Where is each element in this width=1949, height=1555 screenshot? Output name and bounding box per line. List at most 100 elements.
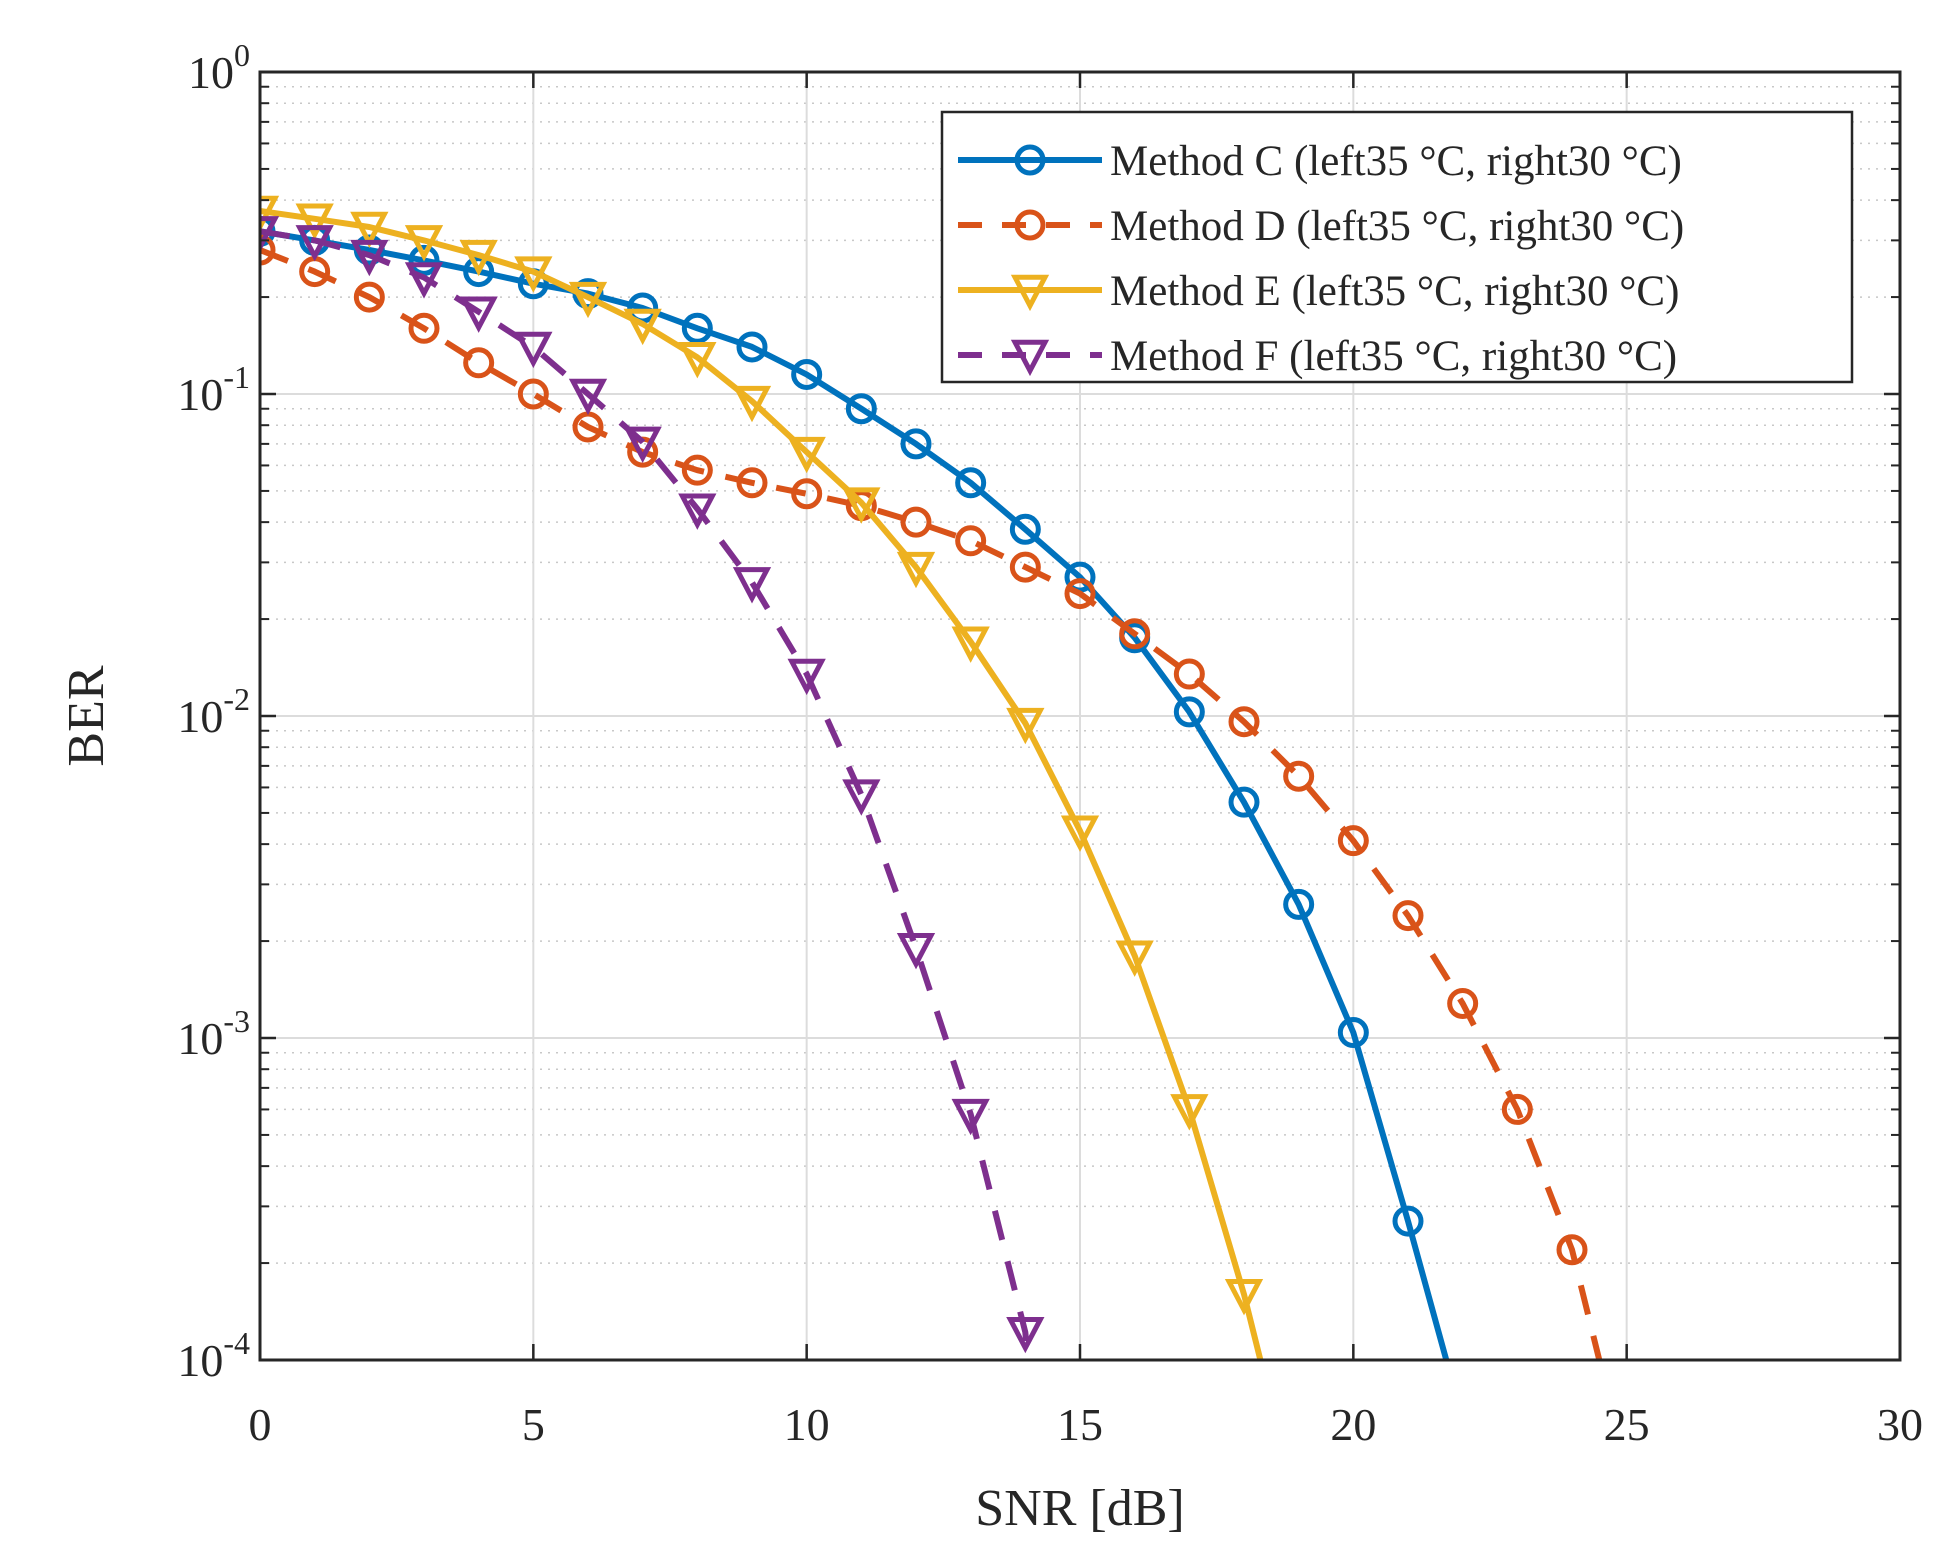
series-2-marker [1064,578,1096,610]
x-tick-label: 10 [784,1399,830,1450]
y-tick-exponent: -4 [223,1325,250,1361]
legend-entry-1: Method C (left35 °C, right30 °C) [958,138,1682,185]
series-3-marker [260,195,280,233]
series-2-marker [517,378,549,410]
legend-label: Method E (left35 °C, right30 °C) [1110,268,1679,315]
series-3-marker [568,281,608,319]
series-3-marker [623,308,662,346]
series-4 [260,216,1045,1360]
legend-entry-3: Method E (left35 °C, right30 °C) [958,268,1679,315]
series-4-marker [350,239,389,277]
series-1-marker [408,244,440,276]
series-4-marker [842,779,881,816]
series-3-marker [1006,707,1045,745]
y-tick-label: 10-3 [177,1003,250,1064]
series-1-marker [845,393,877,425]
series-3-marker [1060,815,1100,852]
series-4-marker [260,216,280,253]
series-2-marker [1501,1093,1533,1125]
legend-swatch-marker [1010,339,1050,377]
y-tick-exponent: -1 [223,359,250,395]
series-4-marker [623,426,662,464]
series-2-marker [1173,658,1205,690]
series-4-marker [896,932,936,970]
series-3-marker [514,256,553,293]
series-4-marker [295,225,334,262]
legend-swatch-marker [1014,144,1046,176]
y-tick-label: 10-2 [177,681,250,742]
series-2-marker [681,454,713,486]
series-2-marker [1228,706,1260,738]
legend-label: Method F (left35 °C, right30 °C) [1110,333,1677,380]
y-tick-label: 100 [188,37,250,98]
y-tick-base: 10 [177,1335,223,1386]
series-1-marker [463,256,495,288]
y-tick-label: 10-4 [177,1325,250,1386]
legend-entries: Method C (left35 °C, right30 °C) Method D… [958,138,1684,380]
series-3-marker [404,225,444,262]
x-tick-label: 0 [249,1399,272,1450]
x-axis-label: SNR [dB] [975,1480,1184,1537]
series-2-marker [1283,760,1315,792]
series-3-marker [350,211,389,249]
series-2-marker [1556,1234,1588,1266]
series-3-marker [896,551,936,589]
series-1-marker [1009,513,1041,545]
series-3-marker [787,436,826,474]
legend-entry-4: Method F (left35 °C, right30 °C) [958,333,1677,380]
x-tick-label: 25 [1604,1399,1650,1450]
series-3-marker [842,487,881,524]
series-2-marker [260,234,276,266]
series-4-marker [459,296,498,333]
series-3-marker [459,239,498,277]
series-1-marker [1392,1205,1424,1237]
series-4-marker [732,567,772,604]
y-tick-exponent: -2 [223,681,250,717]
series-1-marker [1337,1017,1369,1049]
y-tick-exponent: -3 [223,1003,250,1039]
legend-swatch-marker [1010,274,1050,312]
series-1-marker [1283,888,1315,920]
series-4-marker [404,262,444,299]
series-2 [260,234,1603,1360]
legend-label: Method C (left35 °C, right30 °C) [1110,138,1682,185]
y-tick-base: 10 [177,691,223,742]
series-4-line [260,228,1032,1360]
series-3-marker [678,342,717,379]
series-1-line [260,228,1450,1360]
legend-label: Method D (left35 °C, right30 °C) [1110,203,1684,250]
y-axis-label: BER [58,665,115,766]
series-2-marker [353,281,385,313]
series-2-marker [1009,551,1041,583]
y-tick-base: 10 [177,1013,223,1064]
series-4-marker [568,378,608,416]
x-tick-label: 15 [1057,1399,1103,1450]
legend-entry-2: Method D (left35 °C, right30 °C) [958,203,1684,250]
series-3 [260,195,1264,1360]
series-2-line [260,247,1603,1360]
series-2-marker [900,506,932,538]
series-2-marker [955,525,987,557]
legend: Method C (left35 °C, right30 °C) Method D… [940,110,1854,384]
y-tick-label: 10-1 [177,359,250,420]
y-tick-base: 10 [188,47,234,98]
series-3-marker [732,385,772,423]
series-3-marker [951,626,990,663]
x-tick-label: 20 [1330,1399,1376,1450]
x-tick-label: 30 [1877,1399,1923,1450]
series-4-marker [1006,1316,1045,1354]
series-4-marker [787,658,826,696]
series-2-marker [463,347,495,379]
series-3-marker [295,203,334,240]
y-tick-base: 10 [177,369,223,420]
series-1-marker [900,428,932,460]
series-2-marker [1392,900,1424,932]
series-1-marker [791,358,823,390]
x-tick-label: 5 [522,1399,545,1450]
series-3-marker [1170,1094,1209,1131]
series-2-marker [736,467,768,499]
series-layer [260,195,1603,1360]
legend-swatch-marker [1014,209,1046,241]
series-1-marker [1173,696,1205,728]
